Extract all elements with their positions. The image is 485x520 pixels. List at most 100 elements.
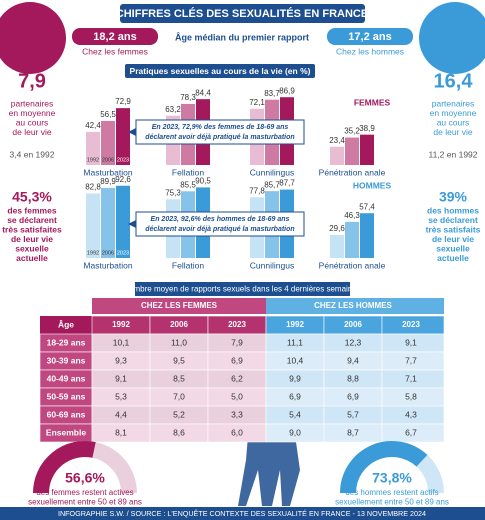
man-profile [419, 2, 485, 74]
category-label: Pénétration anale [319, 167, 386, 177]
bar-value-label: 72,1 [249, 98, 265, 107]
women-header: CHEZ LES FEMMES [141, 301, 218, 310]
column-header: 1992 [112, 320, 130, 329]
partners-past: 11,2 en 1992 [429, 149, 478, 159]
column-header: 2006 [344, 320, 362, 329]
table-value: 5,2 [173, 409, 185, 419]
table-value: 9,5 [173, 355, 185, 365]
table-value: 3,3 [231, 409, 243, 419]
women-median-caption: Chez les femmes [82, 46, 148, 56]
satisfaction-text: de leur vie [11, 234, 53, 244]
bar-value-label: 89,9 [100, 177, 116, 186]
chart-label: HOMMES [353, 180, 392, 190]
row-label: 18-29 ans [47, 337, 86, 347]
legend-label: 2006 [102, 250, 114, 256]
satisfaction-text: de leur vie [432, 234, 474, 244]
table-value: 7,0 [173, 391, 185, 401]
bar [345, 137, 359, 165]
men-median-caption: Chez les hommes [336, 46, 404, 56]
annotation: En 2023, 72,9% des femmes de 18-69 ans [152, 124, 289, 131]
row-label: Ensemble [46, 427, 86, 437]
gauge-arc [33, 441, 96, 494]
satisfaction-text: actuelle [437, 253, 469, 263]
bar-value-label: 92,6 [115, 175, 131, 184]
annotation-arrow [128, 220, 136, 228]
bar [116, 185, 130, 258]
bar-value-label: 38,9 [359, 124, 375, 133]
legend-label: 2023 [117, 157, 129, 163]
men-header: CHEZ LES HOMMES [314, 301, 392, 310]
table-cell [381, 423, 445, 443]
table-value: 6,9 [347, 391, 359, 401]
bar-value-label: 46,3 [344, 211, 360, 220]
satisfaction-text: actuelle [16, 253, 48, 263]
age-header-cell [40, 316, 92, 334]
column-header: 2023 [402, 320, 420, 329]
bar [116, 108, 130, 165]
table-value: 6,2 [231, 373, 243, 383]
partners-text: de leur vie [12, 127, 51, 137]
annotation: déclarent avoir déjà pratiqué la masturb… [145, 226, 294, 233]
table-value: 11,1 [287, 337, 303, 347]
satisfaction-text: sexuelle [436, 243, 470, 253]
satisfaction-text: très satisfaites [2, 224, 62, 234]
bar-value-label: 83,7 [264, 89, 280, 98]
woman-profile [0, 2, 66, 74]
footer: INFOGRAPHIE S.W. / SOURCE : L'ENQUÊTE CO… [58, 509, 426, 518]
bar-value-label: 77,8 [249, 186, 265, 195]
age-header: Âge [58, 318, 74, 329]
satisfaction-text: des hommes [427, 205, 479, 215]
column-header: 2023 [228, 320, 246, 329]
women-median: 18,2 ans [93, 31, 136, 43]
median-label: Âge médian du premier rapport [175, 31, 309, 42]
bar-value-label: 72,9 [115, 97, 131, 106]
gauge-arc [340, 441, 428, 494]
category-label: Cunnilingus [250, 260, 294, 270]
partners-text: de leur vie [433, 127, 472, 137]
partners-text: partenaires [432, 98, 475, 108]
chart-label: FEMMES [354, 97, 391, 107]
table-value: 8,6 [173, 427, 185, 437]
partners-text: partenaires [11, 98, 54, 108]
bar-value-label: 35,2 [344, 127, 360, 136]
row-label: 50-59 ans [47, 391, 86, 401]
men-median: 17,2 ans [348, 31, 391, 43]
practices-banner [125, 64, 315, 78]
table-value: 6,7 [405, 427, 417, 437]
gauge-value: 56,6% [65, 470, 105, 486]
table-value: 5,4 [289, 409, 301, 419]
category-label: Cunnilingus [250, 167, 294, 177]
annotation: En 2023, 92,6% des hommes de 18-69 ans [151, 216, 290, 223]
bar [345, 221, 359, 258]
table-value: 9,1 [115, 373, 127, 383]
partners-text: en moyenne [9, 108, 56, 118]
bar-value-label: 56,5 [100, 110, 116, 119]
table-value: 4,3 [405, 409, 417, 419]
column-header: 2006 [170, 320, 188, 329]
table-value: 10,1 [113, 337, 130, 347]
women-header-bar [92, 298, 266, 314]
bar-value-label: 84,4 [195, 88, 211, 97]
table-value: 9,9 [289, 373, 301, 383]
table-value: 9,3 [115, 355, 127, 365]
legend-label: 1992 [87, 250, 99, 256]
bar-value-label: 75,3 [165, 188, 181, 197]
gauge-text: sexuellement entre 50 et 89 ans [335, 498, 449, 507]
bar [360, 213, 374, 258]
annotation-box [135, 119, 305, 145]
annotation: déclarent avoir déjà pratiqué la masturb… [145, 134, 294, 141]
table-value: 6,9 [289, 391, 301, 401]
bar [330, 146, 344, 165]
category-label: Fellation [172, 260, 204, 270]
category-label: Fellation [172, 167, 204, 177]
annotation-arrow [128, 128, 136, 136]
category-label: Masturbation [83, 260, 132, 270]
table-value: 5,7 [347, 409, 359, 419]
partners-text: en moyenne [430, 108, 477, 118]
title: CHIFFRES CLÉS DES SEXUALITÉS EN FRANCE [116, 7, 368, 20]
category-label: Masturbation [83, 167, 132, 177]
men-header-bar [266, 298, 444, 314]
satisfaction-text: se déclarent [7, 215, 57, 225]
bar-value-label: 85,7 [264, 180, 280, 189]
